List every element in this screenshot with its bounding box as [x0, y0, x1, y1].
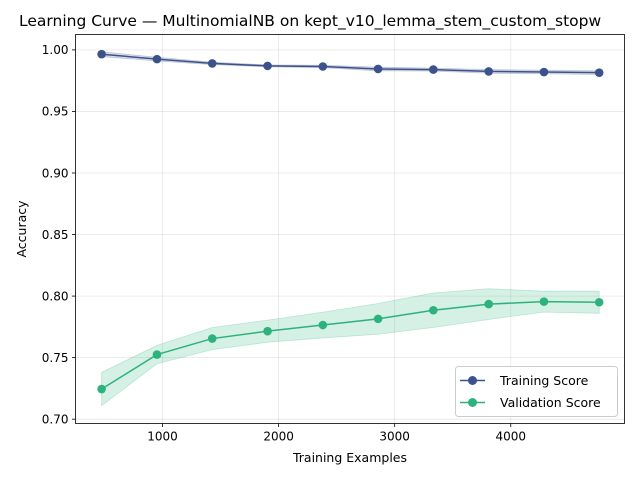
series-lines: [101, 53, 600, 390]
chart-title: Learning Curve — MultinomialNB on kept_v…: [19, 12, 601, 31]
y-tick-label: 0.85: [42, 228, 69, 242]
validation-score-point: [429, 305, 438, 315]
validation-score-point: [263, 326, 272, 336]
x-tick-label: 1000: [147, 430, 178, 444]
training-score-point: [318, 62, 328, 71]
training-score-line: [101, 53, 600, 74]
training-score-point: [484, 67, 494, 76]
training-score-point: [152, 54, 162, 64]
legend-label-validation: Validation Score: [500, 395, 601, 410]
validation-score-point: [207, 334, 217, 343]
y-tick-label: 0.95: [42, 105, 69, 119]
validation-score-point: [484, 299, 494, 309]
x-tick-label: 4000: [495, 430, 526, 444]
series-points: [97, 49, 604, 394]
legend-marker-training: [468, 376, 477, 385]
legend-frame: [455, 366, 618, 417]
x-tick-label: 3000: [379, 430, 410, 444]
training-score-point: [594, 68, 604, 77]
validation-score-band: [101, 288, 600, 407]
y-axis-label: Accuracy: [14, 200, 29, 258]
axis-ticks: 1000 2000 3000 4000 0.70 0.75 0.80 0.85 0.90 0.95…: [42, 43, 526, 443]
x-axis-label: Training Examples: [292, 450, 407, 465]
plot-frame: [75, 34, 625, 424]
legend: Training Score Validation Score: [455, 366, 618, 417]
training-score-point: [263, 61, 272, 71]
validation-score-point: [373, 314, 383, 324]
y-tick-label: 0.90: [42, 166, 69, 180]
y-tick-label: 0.70: [42, 412, 69, 426]
training-score-point: [539, 67, 549, 77]
legend-label-training: Training Score: [499, 373, 589, 388]
validation-score-point: [594, 297, 604, 307]
training-score-point: [97, 49, 106, 59]
y-tick-label: 1.00: [42, 43, 69, 57]
validation-score-point: [152, 350, 162, 359]
x-tick-label: 2000: [263, 430, 294, 444]
y-tick-label: 0.80: [42, 289, 69, 303]
training-score-point: [207, 59, 217, 68]
validation-score-point: [97, 384, 106, 394]
validation-score-point: [318, 320, 328, 330]
training-score-point: [429, 65, 438, 74]
grid-lines: [75, 34, 625, 424]
training-score-point: [373, 64, 383, 74]
validation-score-line: [101, 300, 600, 390]
validation-score-point: [539, 297, 549, 306]
legend-marker-validation: [468, 398, 477, 407]
y-tick-label: 0.75: [42, 351, 69, 365]
